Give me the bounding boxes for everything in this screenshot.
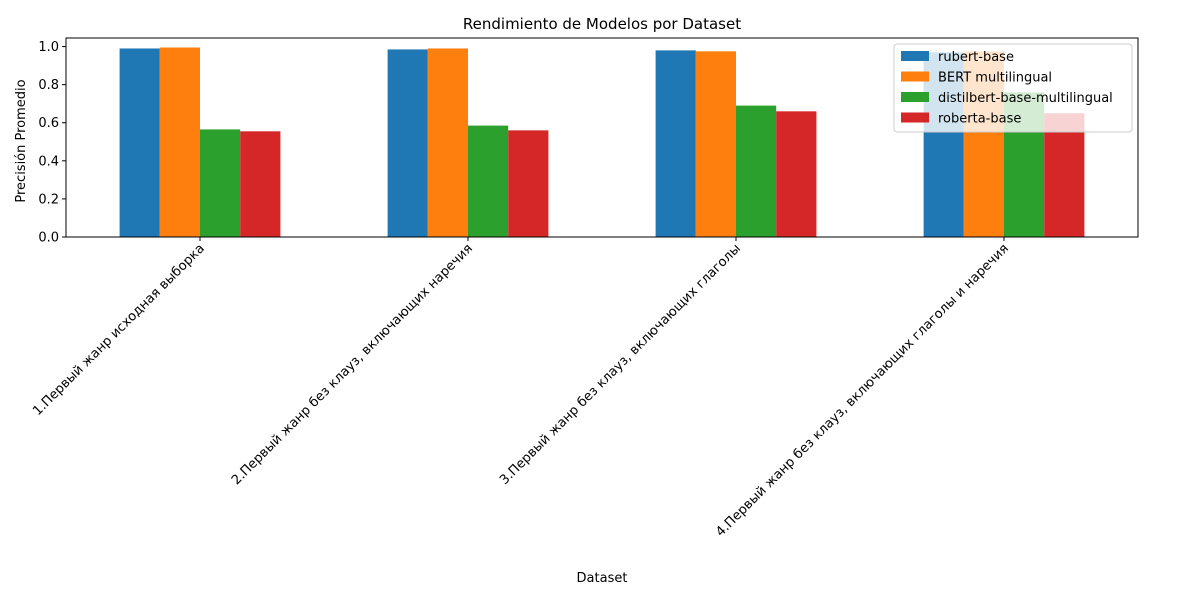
bar: [655, 50, 696, 237]
chart-title: Rendimiento de Modelos por Dataset: [463, 15, 741, 33]
y-tick-label: 0.2: [38, 192, 59, 207]
bar: [695, 51, 736, 237]
legend-box: [893, 43, 1133, 133]
bar: [427, 48, 468, 237]
legend-label: roberta-base: [938, 112, 1021, 127]
legend: rubert-base BERT multilingual distilbert-b…: [893, 43, 1133, 133]
bar: [468, 125, 509, 237]
legend-label: distilbert-base-multilingual: [938, 91, 1113, 106]
legend-swatch: [901, 112, 929, 123]
y-tick-label: 1.0: [38, 40, 59, 55]
y-tick-label: 0.6: [38, 116, 59, 131]
y-tick-label: 0.4: [38, 154, 59, 169]
bar: [240, 131, 281, 237]
legend-swatch: [901, 71, 929, 82]
y-tick-label: 0.8: [38, 78, 59, 93]
bar: [159, 47, 200, 237]
y-axis-label: Precisión Promedio: [14, 79, 29, 202]
plot-frame: [65, 37, 1139, 238]
bar: [1044, 113, 1085, 237]
y-tick-label: 0.0: [38, 231, 59, 246]
bar: [387, 49, 428, 238]
bar: [119, 48, 160, 237]
bar: [200, 129, 241, 237]
bar: [508, 130, 549, 237]
bar: [776, 111, 817, 237]
bars-group: [119, 47, 1085, 238]
bar: [736, 105, 777, 237]
x-axis-label: Dataset: [577, 571, 628, 586]
legend-label: rubert-base: [938, 50, 1014, 65]
legend-label: BERT multilingual: [938, 71, 1052, 86]
legend-swatch: [901, 92, 929, 102]
legend-swatch: [901, 51, 929, 61]
